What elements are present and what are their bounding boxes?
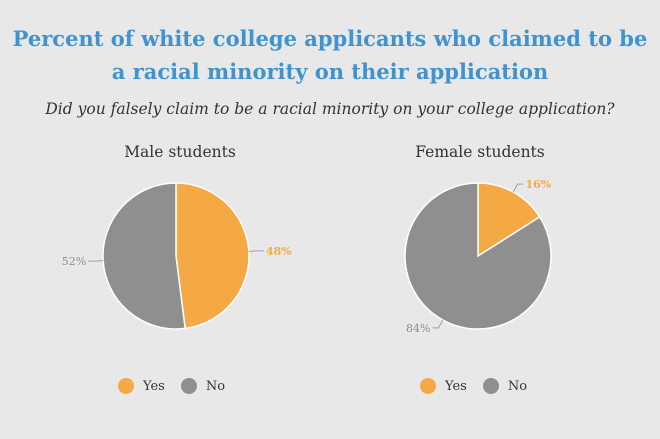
legend-swatch-yes bbox=[420, 378, 436, 394]
female-data-label-no: 84% bbox=[406, 322, 430, 335]
male-data-label-no: 52% bbox=[62, 255, 86, 268]
male-leader-line-yes bbox=[248, 250, 264, 252]
chart-subtitle: Did you falsely claim to be a racial min… bbox=[45, 100, 615, 118]
legend-swatch-no bbox=[482, 378, 499, 394]
male-leader-line-no bbox=[88, 260, 104, 262]
legend-label-yes: Yes bbox=[445, 378, 467, 394]
chart-title-line2: a racial minority on their application bbox=[111, 59, 549, 84]
male-data-label-yes: 48% bbox=[266, 245, 292, 258]
legend-label-yes: Yes bbox=[143, 378, 165, 394]
legend-label-no: No bbox=[205, 378, 226, 394]
legend-item-no: No bbox=[180, 378, 226, 394]
legend-item-yes: Yes bbox=[118, 378, 165, 394]
legend-label-no: No bbox=[507, 378, 528, 394]
female-leader-line-no bbox=[432, 319, 444, 329]
female-slice-yes bbox=[477, 182, 541, 258]
legend-swatch-yes bbox=[118, 378, 134, 394]
male-slice-yes bbox=[175, 182, 250, 330]
female-data-label-yes: 16% bbox=[526, 178, 552, 191]
legend-item-no: No bbox=[482, 378, 528, 394]
male-legend: Yes No bbox=[118, 376, 241, 396]
female-slice-no bbox=[404, 182, 552, 330]
female-legend: Yes No bbox=[420, 376, 543, 396]
chart-title-line1: Percent of white college applicants who … bbox=[12, 26, 648, 51]
female-leader-line-yes bbox=[512, 183, 524, 193]
legend-swatch-no bbox=[180, 378, 197, 394]
female-chart-title: Female students bbox=[415, 143, 545, 161]
male-chart-title: Male students bbox=[124, 143, 236, 161]
legend-item-yes: Yes bbox=[420, 378, 467, 394]
male-slice-no bbox=[102, 182, 186, 330]
chart-title: Percent of white college applicants who … bbox=[0, 22, 660, 88]
